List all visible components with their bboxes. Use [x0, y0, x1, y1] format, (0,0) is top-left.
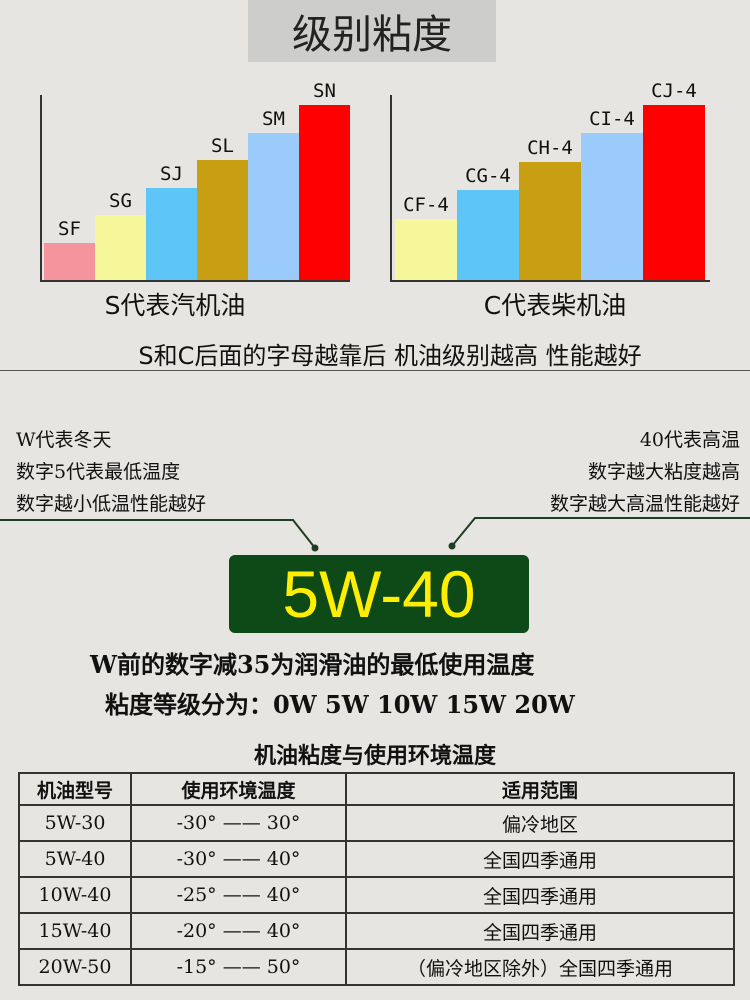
- left-notes: W代表冬天 数字5代表最低温度 数字越小低温性能越好: [16, 424, 206, 520]
- table-cell: （偏冷地区除外）全国四季通用: [345, 948, 735, 986]
- gasoline-bar-label: SL: [211, 135, 234, 157]
- gasoline-bar-label: SG: [109, 190, 132, 212]
- note: 数字越小低温性能越好: [16, 493, 207, 515]
- divider: [0, 370, 750, 371]
- diesel-bar-label: CG-4: [465, 165, 511, 187]
- grade-note: S和C后面的字母越靠后 机油级别越高 性能越好: [138, 342, 642, 370]
- diesel-bar-label: CI-4: [589, 108, 635, 130]
- diesel-bar-label: CJ-4: [651, 79, 697, 102]
- right-leader-dot: [448, 542, 456, 550]
- table-row: 20W-50 -15° —— 50° （偏冷地区除外）全国四季通用: [18, 948, 735, 986]
- viscosity-levels-note: 粘度等级分为：0W 5W 10W 15W 20W: [105, 690, 575, 719]
- diesel-bar-label: CH-4: [527, 136, 573, 159]
- note: 40代表高温: [639, 429, 740, 451]
- diesel-bar: [581, 133, 643, 280]
- note: W代表冬天: [16, 429, 112, 451]
- table-cell: -30° —— 40°: [130, 840, 347, 878]
- table-row: 5W-40 -30° —— 40° 全国四季通用: [18, 840, 735, 878]
- table-row: 5W-30 -30° —— 30° 偏冷地区: [18, 804, 735, 842]
- header-cell: 使用环境温度: [130, 772, 347, 806]
- gasoline-bar-label: SN: [313, 80, 336, 102]
- table-cell: -25° —— 40°: [130, 876, 347, 914]
- header-cell: 机油型号: [18, 772, 132, 806]
- table-cell: 5W-40: [18, 840, 132, 878]
- gasoline-bar: [299, 105, 350, 280]
- table-cell: 全国四季通用: [345, 840, 735, 878]
- table-cell: 10W-40: [18, 876, 132, 914]
- table-cell: 偏冷地区: [345, 804, 735, 842]
- table-cell: -15° —— 50°: [130, 948, 347, 986]
- gasoline-axis-y: [40, 95, 42, 282]
- page-title: 级别粘度: [248, 0, 496, 62]
- right-notes: 40代表高温 数字越大粘度越高 数字越大高温性能越好: [550, 424, 740, 520]
- table-cell: -30° —— 30°: [130, 804, 347, 842]
- min-temp-note: W前的数字减35为润滑油的最低使用温度: [90, 650, 535, 679]
- diesel-bar: [643, 104, 705, 280]
- diesel-bar: [457, 190, 519, 280]
- header-cell: 适用范围: [345, 772, 735, 806]
- table-row: 15W-40 -20° —— 40° 全国四季通用: [18, 912, 735, 950]
- gasoline-caption: S代表汽机油: [104, 291, 246, 320]
- gasoline-axis-x: [40, 280, 350, 282]
- gasoline-bar: [197, 160, 248, 280]
- table-cell: 全国四季通用: [345, 912, 735, 950]
- left-leader-line: [0, 519, 316, 549]
- table-cell: 20W-50: [18, 948, 132, 986]
- table-cell: 15W-40: [18, 912, 132, 950]
- gasoline-bar: [248, 132, 299, 280]
- diesel-axis-x: [390, 280, 710, 282]
- note: 数字越大高温性能越好: [549, 493, 740, 515]
- table-row: 10W-40 -25° —— 40° 全国四季通用: [18, 876, 735, 914]
- diesel-bar: [395, 218, 457, 280]
- right-leader-line: [451, 517, 750, 547]
- table-title: 机油粘度与使用环境温度: [253, 744, 496, 769]
- gasoline-bar-label: SF: [58, 217, 81, 240]
- gasoline-bar-label: SJ: [160, 162, 183, 185]
- viscosity-table: 机油型号 使用环境温度 适用范围 5W-30 -30° —— 30° 偏冷地区 5W-…: [18, 772, 735, 986]
- viscosity-badge: 5W-40: [229, 555, 529, 633]
- note: 数字越大粘度越高: [587, 461, 740, 483]
- table-cell: -20° —— 40°: [130, 912, 347, 950]
- diesel-bar-label: CF-4: [403, 193, 449, 216]
- diesel-bar: [519, 161, 581, 280]
- gasoline-bar: [146, 187, 197, 280]
- leader-lines: [0, 517, 750, 552]
- table-cell: 5W-30: [18, 804, 132, 842]
- gasoline-bar: [44, 242, 95, 280]
- left-leader-dot: [311, 544, 319, 552]
- table-cell: 全国四季通用: [345, 876, 735, 914]
- diesel-axis-y: [390, 95, 392, 282]
- table-header-row: 机油型号 使用环境温度 适用范围: [18, 772, 735, 806]
- note: 数字5代表最低温度: [16, 461, 181, 483]
- gasoline-bar-label: SM: [262, 107, 285, 130]
- gasoline-bar: [95, 215, 146, 280]
- table-body: 5W-30 -30° —— 30° 偏冷地区 5W-40 -30° —— 40° 全国四季…: [18, 804, 735, 986]
- diesel-caption: C代表柴机油: [483, 291, 627, 320]
